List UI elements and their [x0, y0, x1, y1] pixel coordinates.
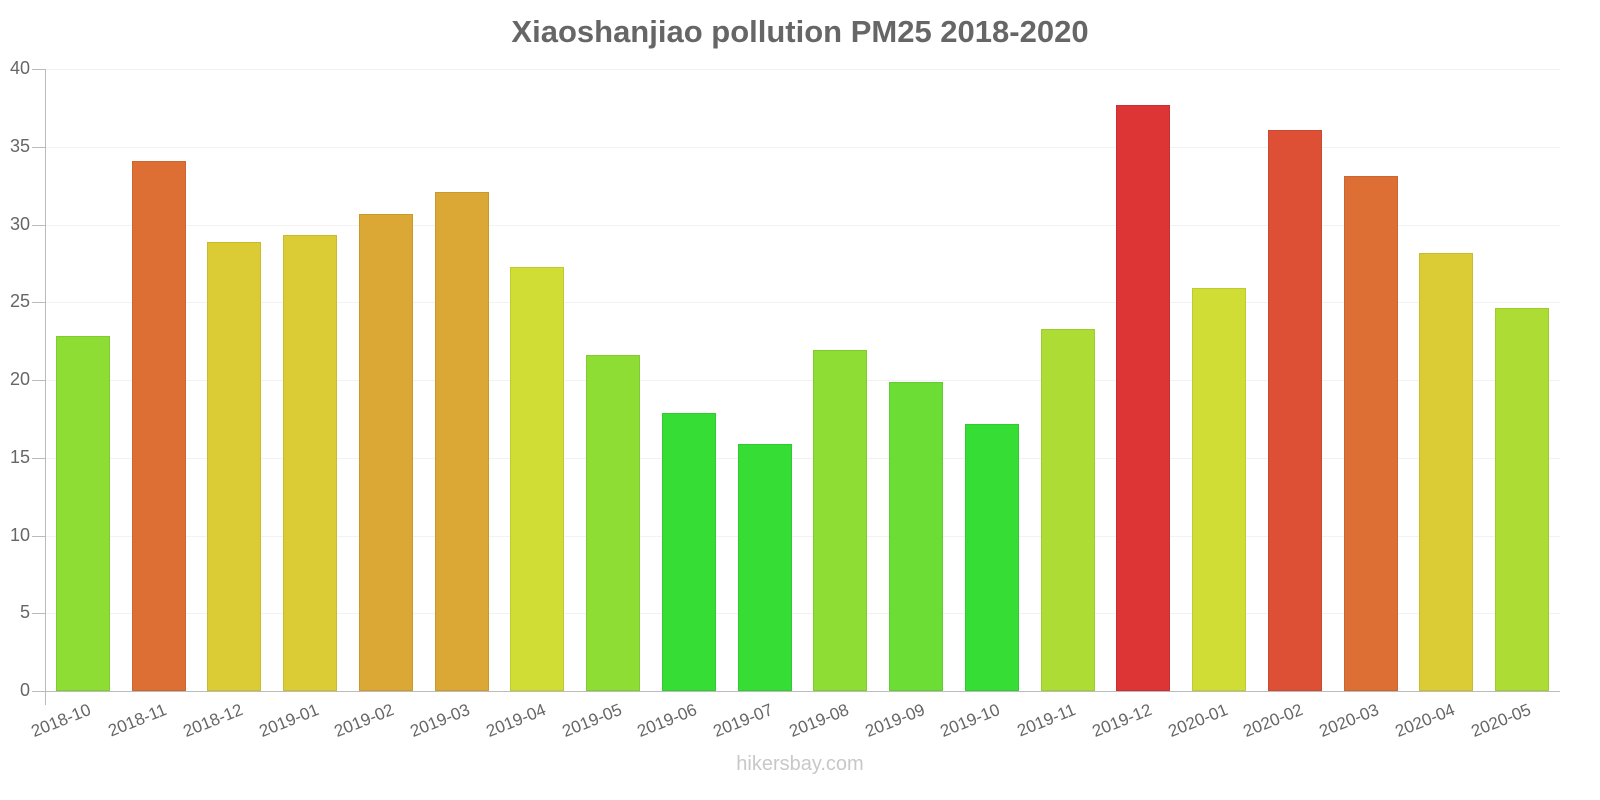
bar-2019-02[interactable]: [358, 213, 413, 691]
y-tick-label: 40: [9, 58, 30, 78]
grid-line: [45, 535, 1560, 537]
grid-line: [45, 146, 1560, 148]
x-tick-label: 2019-08: [786, 700, 852, 741]
y-tick-mark: [32, 224, 45, 226]
y-tick-label: 5: [19, 602, 30, 623]
bar-2020-03[interactable]: [1343, 176, 1398, 691]
bar-2019-06[interactable]: [661, 412, 716, 691]
x-tick-label: 2018-10: [29, 700, 94, 741]
x-tick-label: 2020-02: [1241, 700, 1306, 741]
x-tick-label: 2019-11: [1014, 700, 1079, 741]
grid-line: [45, 457, 1560, 459]
x-axis-line: [32, 691, 1560, 692]
x-tick-label: 2019-02: [332, 700, 397, 741]
bar-2020-01[interactable]: [1192, 288, 1247, 691]
bar-2019-12[interactable]: [1116, 104, 1171, 691]
bar-2019-08[interactable]: [813, 350, 868, 691]
plot-area: [45, 69, 1560, 691]
bar-2019-05[interactable]: [586, 355, 641, 691]
bar-2020-02[interactable]: [1267, 129, 1322, 691]
x-tick-label: 2019-06: [635, 700, 700, 741]
bar-2019-07[interactable]: [737, 443, 792, 691]
y-tick-mark: [32, 302, 45, 304]
x-tick-label: 2018-12: [180, 700, 246, 741]
x-tick-label: 2019-10: [938, 700, 1003, 741]
bar-2018-11[interactable]: [131, 160, 186, 691]
bar-2019-01[interactable]: [283, 235, 338, 691]
y-tick-label: 25: [9, 291, 30, 312]
y-tick-label: 35: [9, 135, 30, 156]
bar-2018-10[interactable]: [55, 336, 110, 691]
grid-line: [45, 224, 1560, 226]
x-tick-label: 2020-03: [1316, 700, 1382, 741]
y-tick-mark: [32, 457, 45, 459]
chart-title: Xiaoshanjiao pollution PM25 2018-2020: [511, 14, 1089, 49]
y-tick-label: 10: [9, 524, 30, 545]
grid-line: [45, 380, 1560, 381]
bar-2018-12[interactable]: [207, 241, 262, 691]
x-tick-label: 2019-07: [710, 700, 776, 741]
x-tick-label: 2019-12: [1089, 700, 1155, 741]
x-tick-label: 2019-01: [256, 700, 322, 741]
y-tick-mark: [32, 613, 45, 615]
y-tick-label: 30: [9, 213, 30, 234]
x-tick-label: 2018-11: [105, 700, 170, 741]
x-tick-label: 2019-09: [862, 700, 928, 741]
bar-2020-05[interactable]: [1495, 308, 1550, 691]
y-tick-label: 20: [9, 369, 30, 389]
bar-2019-10[interactable]: [964, 423, 1019, 691]
y-tick-mark: [32, 380, 45, 381]
x-tick-label: 2020-01: [1165, 700, 1231, 741]
x-tick-label: 2019-04: [483, 700, 549, 741]
y-tick-mark: [32, 69, 45, 70]
grid-line: [45, 69, 1560, 70]
y-tick-mark: [32, 146, 45, 148]
x-tick-label: 2020-04: [1392, 700, 1458, 741]
y-tick-mark: [32, 535, 45, 537]
bar-2019-09[interactable]: [889, 381, 944, 691]
y-tick-label: 0: [19, 680, 30, 700]
bar-2019-03[interactable]: [434, 191, 489, 691]
grid-line: [45, 302, 1560, 304]
x-tick-label: 2019-05: [559, 700, 625, 741]
y-axis-line: [45, 69, 46, 705]
x-tick-label: 2020-05: [1468, 700, 1534, 741]
y-tick-label: 15: [9, 446, 30, 467]
bar-2020-04[interactable]: [1419, 252, 1474, 691]
x-tick-label: 2019-03: [407, 700, 473, 741]
bar-2019-04[interactable]: [510, 266, 565, 691]
grid-line: [45, 613, 1560, 615]
watermark: hikersbay.com: [736, 753, 864, 775]
bar-2019-11[interactable]: [1040, 328, 1095, 691]
